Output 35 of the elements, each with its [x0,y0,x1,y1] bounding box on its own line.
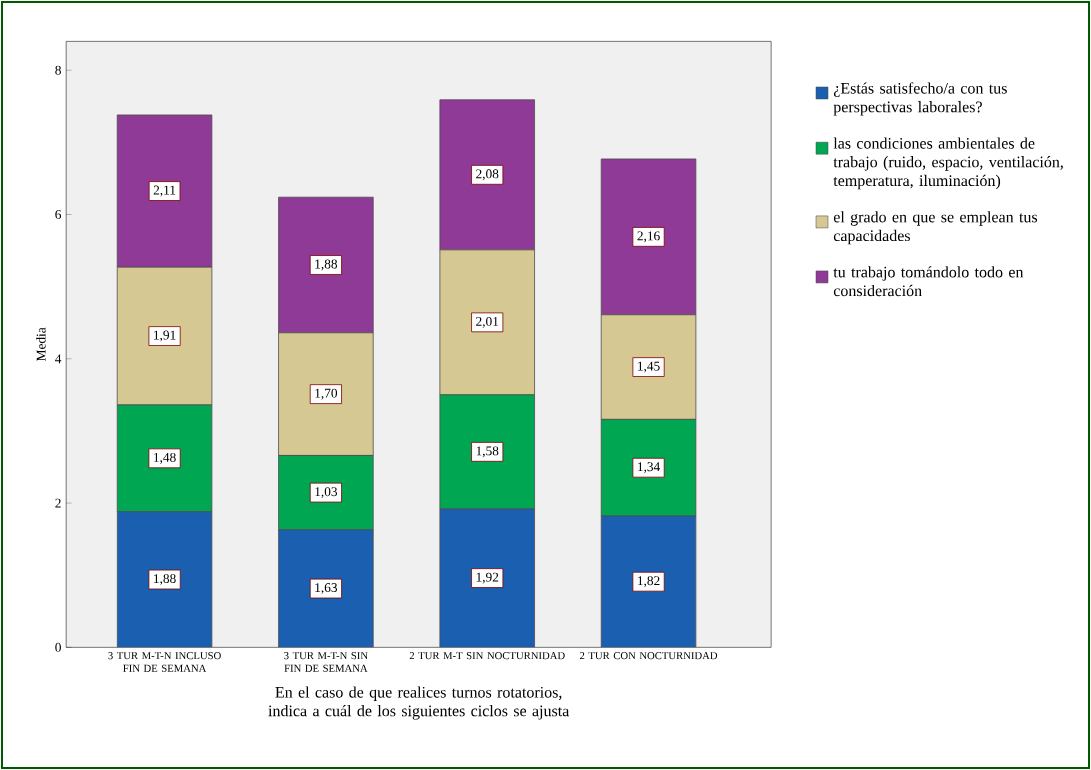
y-tick-label: 4 [55,354,62,364]
data-label: 1,91 [154,330,176,342]
data-label: 1,92 [476,572,499,584]
x-tick-label: 3 TUR M-T-N SIN FIN DE SEMANA [284,652,368,672]
legend-label: tu trabajo tomándolo todo en consideración [833,266,1024,297]
x-tick-label: 2 TUR CON NOCTURNIDAD [579,652,718,660]
x-tick-label: 2 TUR M-T SIN NOCTURNIDAD [409,652,565,660]
y-axis-title: Media [36,327,46,362]
y-tick-label: 2 [55,498,61,508]
data-label: 1,48 [154,452,176,464]
data-label: 1,34 [638,462,661,474]
data-label: 1,58 [476,446,499,458]
data-label: 1,88 [154,574,176,585]
legend-label: el grado en que se emplean tus capacidades [833,211,1038,245]
y-tick-label: 0 [55,642,61,652]
data-label: 2,16 [637,231,660,243]
data-label: 2,01 [476,316,499,328]
bar [278,529,374,648]
y-tick-label: 6 [55,210,62,219]
data-label: 1,63 [315,583,338,594]
data-label: 1,82 [638,576,660,588]
legend-label: las condiciones ambientales de trabajo (ruido, espacio, ventilación, temperatura, iluminación) [833,137,1063,190]
x-axis-title: En el caso de que realices turnos rotatorios, indica a cuál de los siguientes ciclos se ajusta [268,686,570,720]
data-label: 1,70 [315,388,338,400]
data-label: 1,88 [315,259,338,271]
bar [439,508,535,648]
bar [600,515,697,648]
x-tick-label: 3 TUR M-T-N INCLUSO FIN DE SEMANA [108,652,221,672]
legend-label: ¿Estás satisfecho/a con tus perspectivas laborales? [833,82,1007,116]
data-label: 1,45 [638,361,660,373]
data-label: 2,08 [476,169,499,181]
data-label: 1,03 [315,487,338,499]
bar [116,511,213,648]
data-label: 2,11 [153,185,176,197]
y-tick-label: 8 [55,65,61,75]
